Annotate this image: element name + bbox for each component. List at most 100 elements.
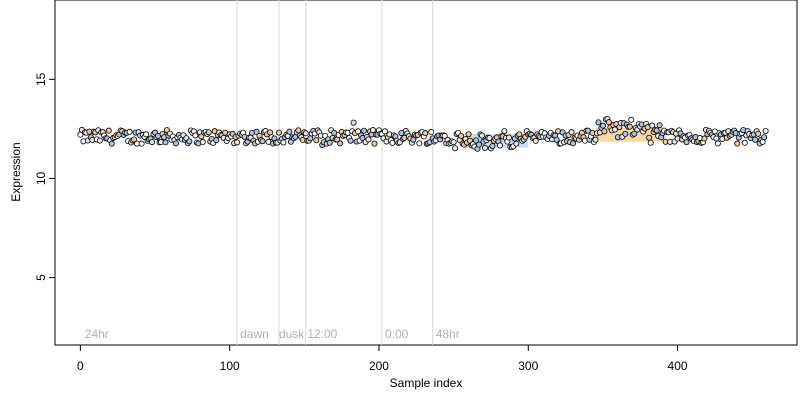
data-point <box>337 140 344 147</box>
data-point <box>568 129 575 136</box>
data-point <box>601 128 608 135</box>
data-point <box>361 127 368 134</box>
data-point <box>138 140 145 147</box>
data-point <box>595 119 602 126</box>
data-point <box>149 139 156 146</box>
data-point <box>486 135 493 142</box>
data-point <box>131 136 138 143</box>
x-tick-label: 200 <box>369 359 389 373</box>
data-point <box>280 139 287 146</box>
data-point <box>752 136 759 143</box>
x-tick-label: 400 <box>668 359 688 373</box>
data-points <box>77 116 769 152</box>
data-point <box>656 122 663 129</box>
segment-label: 48hr <box>436 327 460 341</box>
y-tick-label: 5 <box>34 274 48 281</box>
data-point <box>326 139 333 146</box>
data-point <box>381 128 388 135</box>
x-axis-label: Sample index <box>390 376 463 390</box>
data-point <box>734 140 741 147</box>
data-point <box>553 136 560 143</box>
data-point <box>481 144 488 151</box>
data-point <box>465 131 472 138</box>
data-point <box>458 132 465 139</box>
x-tick-label: 100 <box>220 359 240 373</box>
data-point <box>286 128 293 135</box>
data-point <box>649 122 656 129</box>
data-point <box>295 127 302 134</box>
data-point <box>422 130 429 137</box>
data-point <box>714 140 721 147</box>
data-point <box>259 138 266 145</box>
data-point <box>505 134 512 141</box>
data-point <box>192 132 199 139</box>
data-point <box>371 140 378 147</box>
data-point <box>369 127 376 134</box>
data-point <box>473 137 480 144</box>
data-point <box>501 128 508 135</box>
data-point <box>631 130 638 137</box>
data-point <box>172 140 179 147</box>
data-point <box>622 130 629 137</box>
data-point <box>489 143 496 150</box>
data-point <box>762 128 769 135</box>
data-point <box>450 139 457 146</box>
data-point <box>234 139 241 146</box>
data-point <box>452 145 459 152</box>
x-axis: 0 100 200 300 400 <box>77 345 688 373</box>
x-tick-label: 300 <box>518 359 538 373</box>
data-point <box>307 135 314 142</box>
data-point <box>532 137 539 144</box>
data-point <box>253 128 260 135</box>
data-point <box>199 139 206 146</box>
data-point <box>592 136 599 143</box>
data-point <box>416 140 423 147</box>
data-point <box>428 129 435 136</box>
data-point <box>213 137 220 144</box>
segment-label: 24hr <box>85 327 109 341</box>
data-point <box>441 132 448 139</box>
data-point <box>126 128 133 135</box>
data-point <box>205 129 212 136</box>
data-point <box>701 135 708 142</box>
y-tick-label: 15 <box>34 72 48 86</box>
data-point <box>350 119 357 126</box>
data-point <box>496 142 503 149</box>
data-point <box>365 136 372 143</box>
data-point <box>475 141 482 148</box>
data-point <box>313 137 320 144</box>
data-point <box>162 139 169 146</box>
data-point <box>198 133 205 140</box>
data-point <box>186 138 193 145</box>
data-point <box>611 126 618 133</box>
data-point <box>653 127 660 134</box>
data-point <box>513 140 520 147</box>
y-axis-label: Expression <box>9 142 23 201</box>
data-point <box>599 122 606 129</box>
data-point <box>741 139 748 146</box>
data-point <box>761 134 768 141</box>
segment-label: dusk <box>279 327 305 341</box>
segment-label: 0:00 <box>385 327 409 341</box>
data-point <box>275 129 282 136</box>
segment-dividers <box>236 0 434 345</box>
data-point <box>347 137 354 144</box>
segment-label: 12:00 <box>307 327 337 341</box>
data-point <box>143 131 150 138</box>
data-point <box>628 116 635 123</box>
data-point <box>96 137 103 144</box>
data-point <box>647 139 654 146</box>
data-point <box>108 140 115 147</box>
segment-label: dawn <box>240 327 269 341</box>
data-point <box>105 127 112 134</box>
data-point <box>478 132 485 139</box>
plot-border <box>54 0 798 346</box>
data-point <box>355 128 362 135</box>
data-point <box>570 140 577 147</box>
x-tick-label: 0 <box>77 359 84 373</box>
segment-labels: 24hr dawn dusk 12:00 0:00 48hr <box>85 327 460 341</box>
data-point <box>302 130 309 137</box>
data-point <box>755 130 762 137</box>
data-point <box>646 134 653 141</box>
